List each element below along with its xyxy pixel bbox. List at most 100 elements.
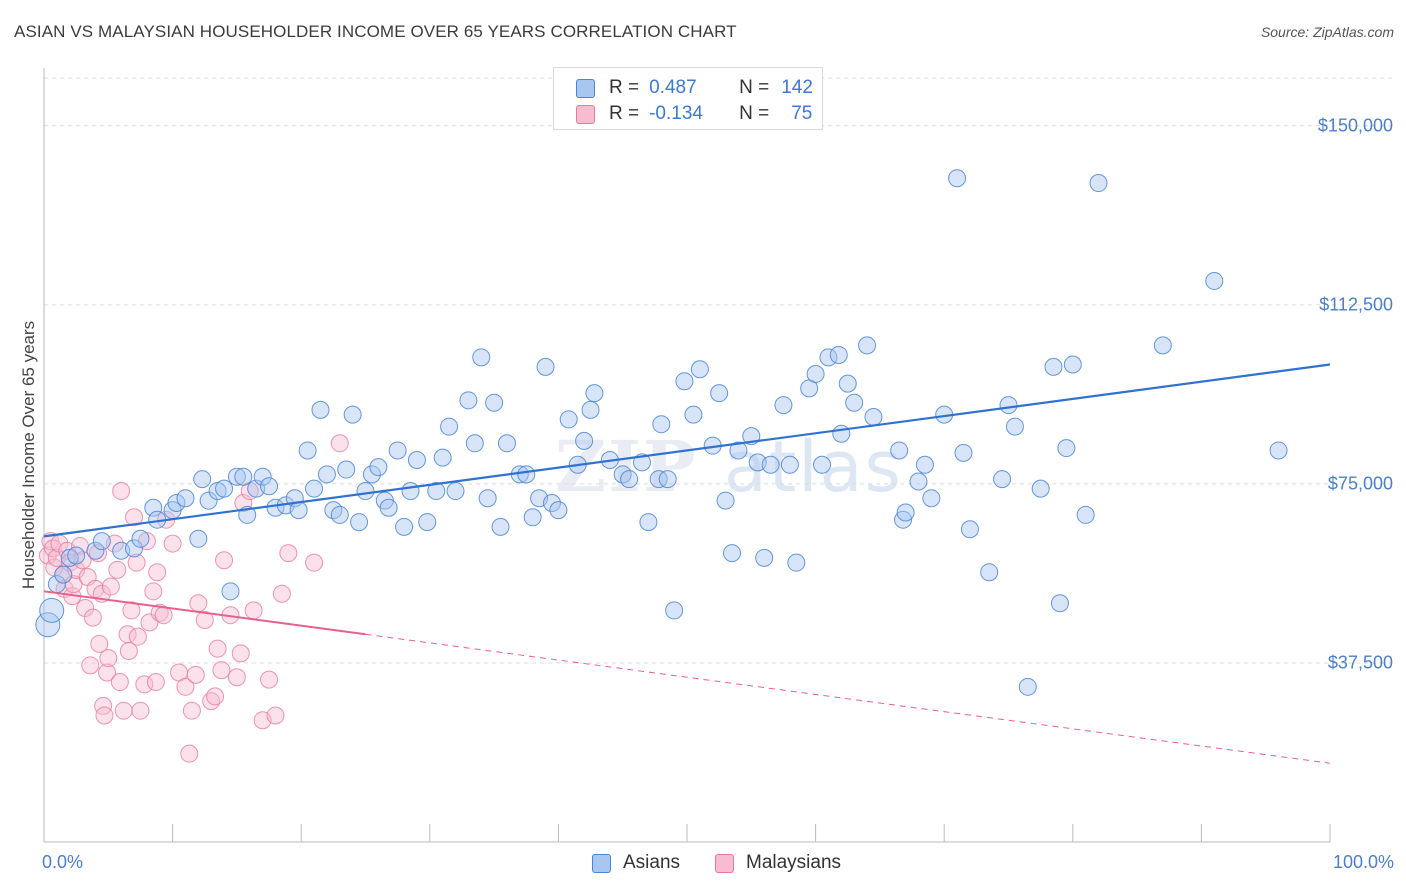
asian-point-33 <box>305 479 324 498</box>
asian-point-52 <box>433 448 452 467</box>
asian-point-21 <box>221 582 240 601</box>
asian-point-0 <box>35 612 61 638</box>
asian-point-116 <box>954 443 973 462</box>
asian-point-111 <box>909 472 928 491</box>
asian-point-20 <box>215 479 234 498</box>
asian-point-99 <box>806 365 825 384</box>
malaysian-point-54 <box>186 665 205 684</box>
asian-point-118 <box>980 563 999 582</box>
asian-point-60 <box>491 517 510 536</box>
malaysian-point-74 <box>330 434 349 453</box>
malaysian-point-24 <box>95 706 114 725</box>
malaysian-point-47 <box>154 606 173 625</box>
asian-point-16 <box>189 529 208 548</box>
asian-point-69 <box>559 410 578 429</box>
asian-point-78 <box>639 513 658 532</box>
asian-point-87 <box>710 384 729 403</box>
asian-point-76 <box>620 470 639 489</box>
y-tick-label-3: $150,000 <box>1317 115 1393 136</box>
asian-point-48 <box>401 482 420 501</box>
asian-point-112 <box>915 455 934 474</box>
malaysian-point-49 <box>163 534 182 553</box>
malaysian-point-30 <box>110 673 129 692</box>
malaysian-point-55 <box>189 594 208 613</box>
malaysian-point-59 <box>208 639 227 658</box>
asians-swatch <box>576 78 595 98</box>
asian-point-39 <box>343 405 362 424</box>
asian-point-11 <box>144 498 163 517</box>
malaysian-point-17 <box>81 656 100 675</box>
asians-r-value: 0.487 <box>649 77 697 98</box>
asian-point-40 <box>350 513 369 532</box>
asian-point-68 <box>549 501 568 520</box>
legend-malaysians[interactable]: Malaysians <box>715 852 841 874</box>
asian-point-45 <box>379 498 398 517</box>
legend-asians[interactable]: Asians <box>592 852 680 874</box>
asian-point-43 <box>369 458 388 477</box>
malaysian-trend-extrapolation <box>365 633 1331 764</box>
asian-point-54 <box>446 482 465 501</box>
asian-point-117 <box>960 520 979 539</box>
asian-point-10 <box>131 529 150 548</box>
asian-point-49 <box>407 451 426 469</box>
legend-malaysians-swatch <box>715 853 734 873</box>
asian-point-103 <box>832 424 851 443</box>
asian-point-50 <box>418 513 437 532</box>
malaysian-point-58 <box>206 687 225 706</box>
malaysian-point-37 <box>127 553 146 572</box>
malaysian-point-72 <box>279 544 298 563</box>
asian-point-131 <box>1205 271 1224 290</box>
malaysian-point-43 <box>144 582 163 601</box>
malaysian-point-65 <box>234 493 253 512</box>
malaysian-point-31 <box>112 482 131 501</box>
y-axis-label: Householder Income Over 65 years <box>19 320 38 590</box>
malaysian-point-60 <box>212 661 231 680</box>
asian-point-81 <box>658 470 677 489</box>
malaysian-point-45 <box>148 563 167 582</box>
malaysian-point-18 <box>83 608 102 627</box>
malaysian-point-71 <box>272 584 291 603</box>
asian-point-1 <box>39 597 65 623</box>
asian-point-90 <box>729 441 748 460</box>
malaysian-point-25 <box>98 663 117 682</box>
malaysians-r-label: R = <box>609 103 640 124</box>
asian-point-107 <box>864 408 883 427</box>
asian-point-110 <box>896 503 915 522</box>
asians-r-label: R = <box>609 77 640 98</box>
asian-point-5 <box>67 546 86 565</box>
malaysian-point-21 <box>90 634 109 653</box>
malaysian-point-51 <box>176 677 195 696</box>
malaysian-point-63 <box>227 668 246 687</box>
asian-point-125 <box>1050 594 1069 613</box>
asian-point-108 <box>890 441 909 460</box>
asian-point-85 <box>690 360 709 379</box>
asian-point-59 <box>485 393 504 412</box>
asian-point-89 <box>723 544 742 563</box>
asian-point-100 <box>813 455 832 474</box>
malaysian-point-39 <box>131 701 150 720</box>
asians-n-label: N = <box>739 77 770 98</box>
watermark-atlas: atlas <box>723 426 904 508</box>
asian-point-126 <box>1057 439 1076 458</box>
asian-point-105 <box>845 393 864 412</box>
asian-point-106 <box>858 336 877 355</box>
asian-point-67 <box>542 493 561 512</box>
malaysian-point-73 <box>305 553 324 572</box>
asian-point-66 <box>536 357 555 376</box>
malaysian-point-38 <box>128 627 147 646</box>
asian-point-35 <box>317 465 336 484</box>
asian-point-58 <box>478 489 497 508</box>
asian-point-9 <box>125 539 144 558</box>
malaysians-swatch <box>576 104 595 124</box>
asian-point-41 <box>356 482 375 501</box>
malaysian-point-23 <box>94 696 113 715</box>
asians-n-value: 142 <box>781 77 813 98</box>
malaysian-point-44 <box>146 673 165 692</box>
asian-point-122 <box>1018 677 1037 696</box>
asian-point-73 <box>585 384 604 403</box>
asian-point-53 <box>440 417 459 436</box>
asian-point-26 <box>253 467 272 486</box>
asian-point-130 <box>1153 336 1172 355</box>
malaysian-point-35 <box>122 601 141 620</box>
asian-point-72 <box>581 400 600 419</box>
